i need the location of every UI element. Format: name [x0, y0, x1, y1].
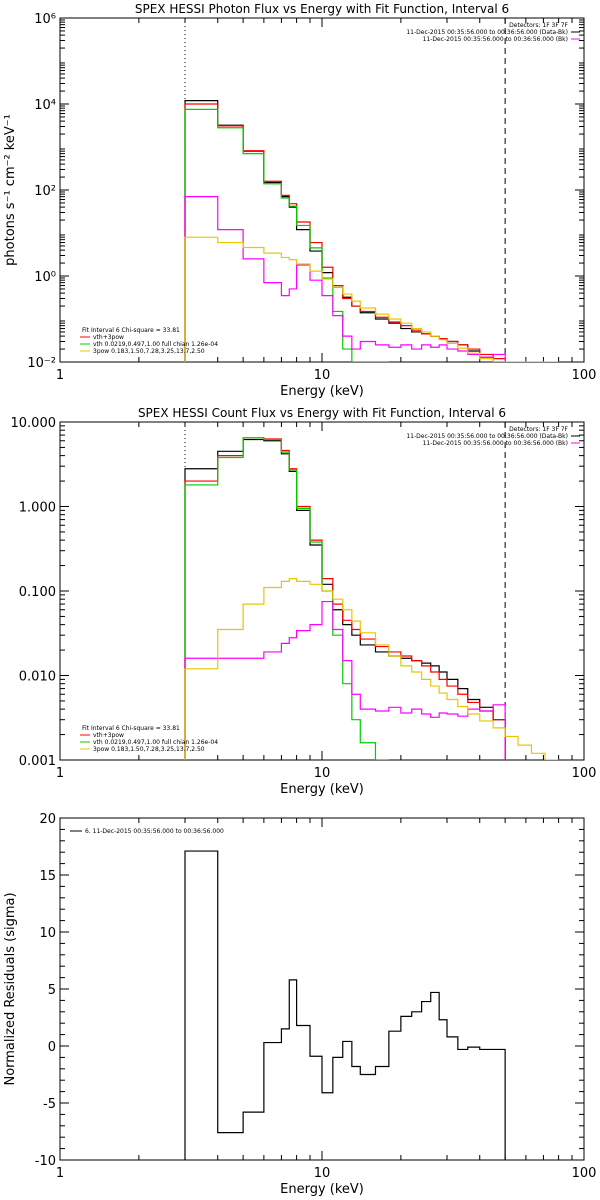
- legend-entry: 11-Dec-2015 00:35:56.000 to 00:36:56.000…: [406, 433, 568, 440]
- series-line-3: [184, 437, 389, 760]
- series-line-5: [184, 578, 559, 760]
- x-axis-label: Energy (keV): [280, 1182, 364, 1197]
- x-tick-label: 100: [572, 368, 597, 383]
- y-tick-label: 5: [48, 983, 56, 998]
- x-tick-label: 100: [572, 766, 597, 781]
- chart-title: SPEX HESSI Count Flux vs Energy with Fit…: [138, 406, 506, 420]
- x-axis-label: Energy (keV): [280, 384, 364, 399]
- x-tick-label: 10: [314, 368, 331, 383]
- legend-entry: 11-Dec-2015 00:35:56.000 to 00:36:56.000…: [423, 440, 568, 447]
- series-line-2: [184, 103, 506, 362]
- x-tick-label: 100: [572, 1166, 597, 1181]
- x-tick-label: 1: [56, 368, 64, 383]
- y-tick-label: 15: [39, 869, 56, 884]
- legend-entry: Fit Interval 6 Chi-square = 33.81: [82, 725, 180, 732]
- y-tick-label: 1.000: [19, 501, 56, 516]
- legend-entry: Fit Interval 6 Chi-square = 33.81: [82, 327, 180, 334]
- series-line-3: [184, 108, 389, 362]
- y-tick-label: 10: [39, 926, 56, 941]
- y-tick-label: 10⁴: [34, 98, 56, 113]
- legend-entry: 6. 11-Dec-2015 00:35:56.000 to 00:36:56.…: [85, 828, 224, 835]
- series-line-1: [184, 99, 506, 362]
- legend-entry: vth 0.0219,0.497,1.00 full chian 1.26e-0…: [93, 341, 218, 348]
- legend-entry: vth 0.0219,0.497,1.00 full chian 1.26e-0…: [93, 739, 218, 746]
- series-line-5: [184, 236, 559, 362]
- y-axis-label: photons s⁻¹ cm⁻² keV⁻¹: [3, 114, 18, 266]
- chart-panel-1: 1 10 100 Energy (keV) 10⁻² 10⁰ 10² 10⁴ 10⁶ photon…: [3, 2, 596, 399]
- y-tick-label: -10: [35, 1154, 56, 1169]
- legend-entry: 3pow 0.183,1.50,7.28,3.25,13.7,2.50: [93, 746, 205, 753]
- x-axis-label: Energy (keV): [280, 782, 364, 797]
- series-line-4: [184, 196, 506, 362]
- series-line-4: [184, 600, 506, 760]
- y-tick-label: -5: [43, 1097, 56, 1112]
- legend-entry: 11-Dec-2015 00:35:56.000 to 00:36:56.000…: [423, 36, 568, 43]
- x-tick-label: 10: [314, 766, 331, 781]
- series-line-1: [184, 850, 506, 1160]
- y-axis-label: Normalized Residuals (sigma): [3, 892, 18, 1085]
- y-tick-label: 0.010: [19, 670, 56, 685]
- chart-title: SPEX HESSI Photon Flux vs Energy with Fi…: [135, 2, 509, 16]
- y-tick-label: 0: [48, 1040, 56, 1055]
- y-tick-label: 0.100: [19, 585, 56, 600]
- y-tick-label: 10²: [34, 184, 56, 199]
- legend-entry: Detectors: 1F 3F 7F: [509, 22, 568, 29]
- y-tick-label: 10⁰: [34, 270, 56, 285]
- legend-entry: 3pow 0.183,1.50,7.28,3.25,13.7,2.50: [93, 348, 205, 355]
- x-tick-label: 10: [314, 1166, 331, 1181]
- x-tick-label: 1: [56, 1166, 64, 1181]
- y-tick-label: 10.000: [11, 416, 57, 431]
- legend-entry: vth+3pow: [93, 334, 124, 341]
- y-tick-label: 20: [39, 812, 56, 827]
- y-tick-label: 10⁻²: [27, 356, 56, 371]
- legend-entry: 11-Dec-2015 00:35:56.000 to 00:36:56.000…: [406, 29, 568, 36]
- legend-entry: vth+3pow: [93, 732, 124, 739]
- y-tick-label: 0.001: [19, 754, 56, 769]
- y-tick-label: 10⁶: [34, 12, 56, 27]
- chart-panel-2: 1 10 100 Energy (keV) 0.001 0.010 0.100 1.000 10…: [11, 406, 597, 797]
- x-tick-label: 1: [56, 766, 64, 781]
- series-line-2: [184, 437, 506, 760]
- series-line-1: [184, 438, 506, 760]
- legend-entry: Detectors: 1F 3F 7F: [509, 426, 568, 433]
- chart-panel-3: 1 10 100 Energy (keV) -10 -5 0 5 10 15 20 Normalize…: [3, 812, 596, 1197]
